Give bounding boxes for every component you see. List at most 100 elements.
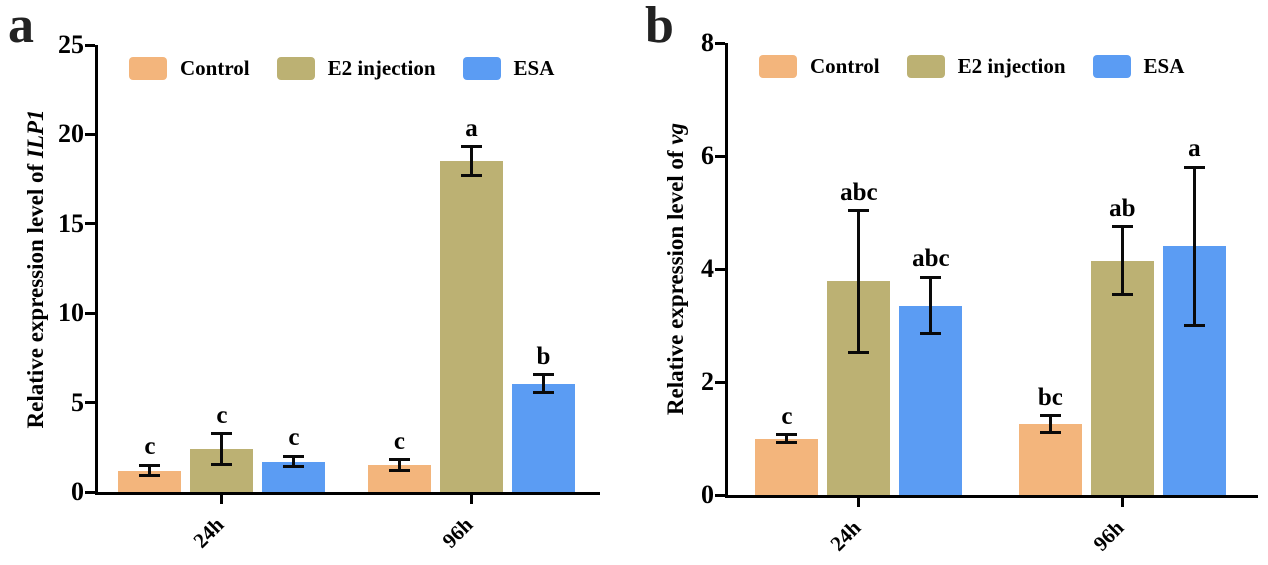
y-axis-tick-label: 2 <box>701 367 714 396</box>
error-bar <box>857 210 861 353</box>
bar-esa-96h <box>511 383 575 492</box>
error-bar-cap <box>139 463 161 467</box>
error-bar-cap <box>1111 225 1133 229</box>
significance-letter: a <box>1188 135 1201 163</box>
bar-esa-24h <box>899 305 963 495</box>
error-bar-cap <box>388 458 410 462</box>
x-axis-tick-label: 24h <box>188 512 229 553</box>
significance-letter: abc <box>912 245 950 273</box>
error-bar-cap <box>920 275 942 279</box>
panel-b-plot: 0 2 4 6 8 c bc abc ab abc a 24h 96h Control E2 injecti… <box>663 28 1258 556</box>
legend-swatch-esa <box>462 57 501 80</box>
y-axis-title-gene: vg <box>663 122 688 145</box>
significance-letter: a <box>465 114 478 142</box>
legend-label-e2-injection: E2 injection <box>327 56 436 80</box>
error-bar-cap <box>283 454 305 458</box>
error-bar <box>1048 415 1052 433</box>
error-bar <box>220 433 224 465</box>
legend-label-e2-injection: E2 injection <box>957 54 1066 78</box>
significance-letter: c <box>393 427 406 455</box>
significance-letter: bc <box>1037 383 1063 411</box>
y-axis-title-text: Relative expression level of <box>663 144 688 416</box>
error-bar-cap <box>1111 292 1133 296</box>
significance-letter: ab <box>1109 194 1136 222</box>
y-axis-tick-label: 0 <box>701 480 714 509</box>
y-axis-title: Relative expression level of ILP1 <box>21 19 51 519</box>
legend-item-control: Control <box>759 54 880 79</box>
panel-b-letter: b <box>645 0 674 54</box>
bar-e2-injection-96h <box>439 161 503 492</box>
error-bar <box>397 459 401 471</box>
bar-control-24h <box>755 438 819 495</box>
y-axis-tick <box>85 222 95 226</box>
y-axis-tick <box>715 380 725 384</box>
legend-swatch-control <box>759 55 797 78</box>
y-axis-tick-label: 10 <box>58 298 84 328</box>
error-bar-cap <box>283 465 305 469</box>
legend-swatch-e2-injection <box>276 57 315 80</box>
legend-item-esa: ESA <box>462 56 555 81</box>
panel-a-plot: 0 5 10 15 20 25 c c c a c b 24h 96h Control E2 injectio… <box>23 30 600 553</box>
y-axis-tick-label: 8 <box>701 28 714 57</box>
legend-item-control: Control <box>129 56 250 81</box>
error-bar-cap <box>460 145 482 149</box>
legend-item-e2-injection: E2 injection <box>906 54 1066 79</box>
y-axis-tick-label: 5 <box>71 387 84 417</box>
significance-letter: c <box>216 401 228 429</box>
significance-letter: c <box>144 433 156 461</box>
legend-swatch-e2-injection <box>906 55 945 78</box>
error-bar <box>541 374 545 393</box>
error-bar-cap <box>211 462 233 466</box>
error-bar-cap <box>1039 431 1061 435</box>
legend: Control E2 injection ESA <box>759 54 1211 79</box>
y-axis-tick <box>85 132 95 136</box>
y-axis-tick <box>85 401 95 405</box>
error-bar-cap <box>460 174 482 178</box>
legend-item-esa: ESA <box>1092 54 1184 79</box>
y-axis-tick-label: 0 <box>71 477 84 506</box>
panel-a: a 0 5 10 15 20 25 c c c a c b 24h 96h Control E2 inject… <box>8 0 600 553</box>
legend-swatch-esa <box>1092 55 1131 78</box>
panel-a-letter: a <box>8 0 34 54</box>
legend-label-control: Control <box>180 56 250 80</box>
legend-label-esa: ESA <box>513 56 555 80</box>
y-axis-tick <box>85 43 95 47</box>
error-bar <box>469 146 473 176</box>
error-bar-cap <box>1039 414 1061 418</box>
y-axis-tick <box>85 311 95 315</box>
error-bar-cap <box>211 432 233 436</box>
significance-letter: c <box>288 424 300 452</box>
y-axis-tick <box>715 41 725 45</box>
y-axis-tick-label: 20 <box>58 119 84 149</box>
error-bar-cap <box>388 469 410 473</box>
y-axis-tick-label: 15 <box>58 208 84 238</box>
y-axis-tick-label: 4 <box>701 254 714 283</box>
significance-letter: abc <box>840 178 878 206</box>
error-bar <box>1120 226 1124 295</box>
y-axis-title-gene: ILP1 <box>23 109 48 158</box>
error-bar <box>148 465 152 476</box>
bar-control-24h <box>118 470 182 492</box>
legend-label-control: Control <box>810 54 880 78</box>
error-bar <box>929 277 933 334</box>
x-axis-tick-label: 96h <box>1088 515 1129 556</box>
error-bar-cap <box>532 373 554 377</box>
y-axis-tick <box>715 493 725 497</box>
error-bar-cap <box>920 332 942 336</box>
legend: Control E2 injection ESA <box>129 56 581 81</box>
bar-control-96h <box>1018 424 1082 495</box>
error-bar-cap <box>1183 165 1205 169</box>
error-bar-cap <box>776 433 798 437</box>
y-axis-tick <box>715 154 725 158</box>
legend-swatch-control <box>129 57 167 80</box>
error-bar-cap <box>1183 324 1205 327</box>
error-bar-cap <box>848 350 870 354</box>
error-bar-cap <box>139 474 161 478</box>
x-axis-tick <box>220 495 224 504</box>
y-axis-tick-label: 6 <box>701 141 714 170</box>
error-bar-cap <box>848 209 870 213</box>
error-bar-cap <box>532 391 554 395</box>
y-axis-title-text: Relative expression level of <box>23 157 48 428</box>
panel-b: b 0 2 4 6 8 c bc abc ab abc a 24h 96h Control E2 injec… <box>640 0 1268 565</box>
bar-e2-injection-96h <box>1090 260 1154 495</box>
